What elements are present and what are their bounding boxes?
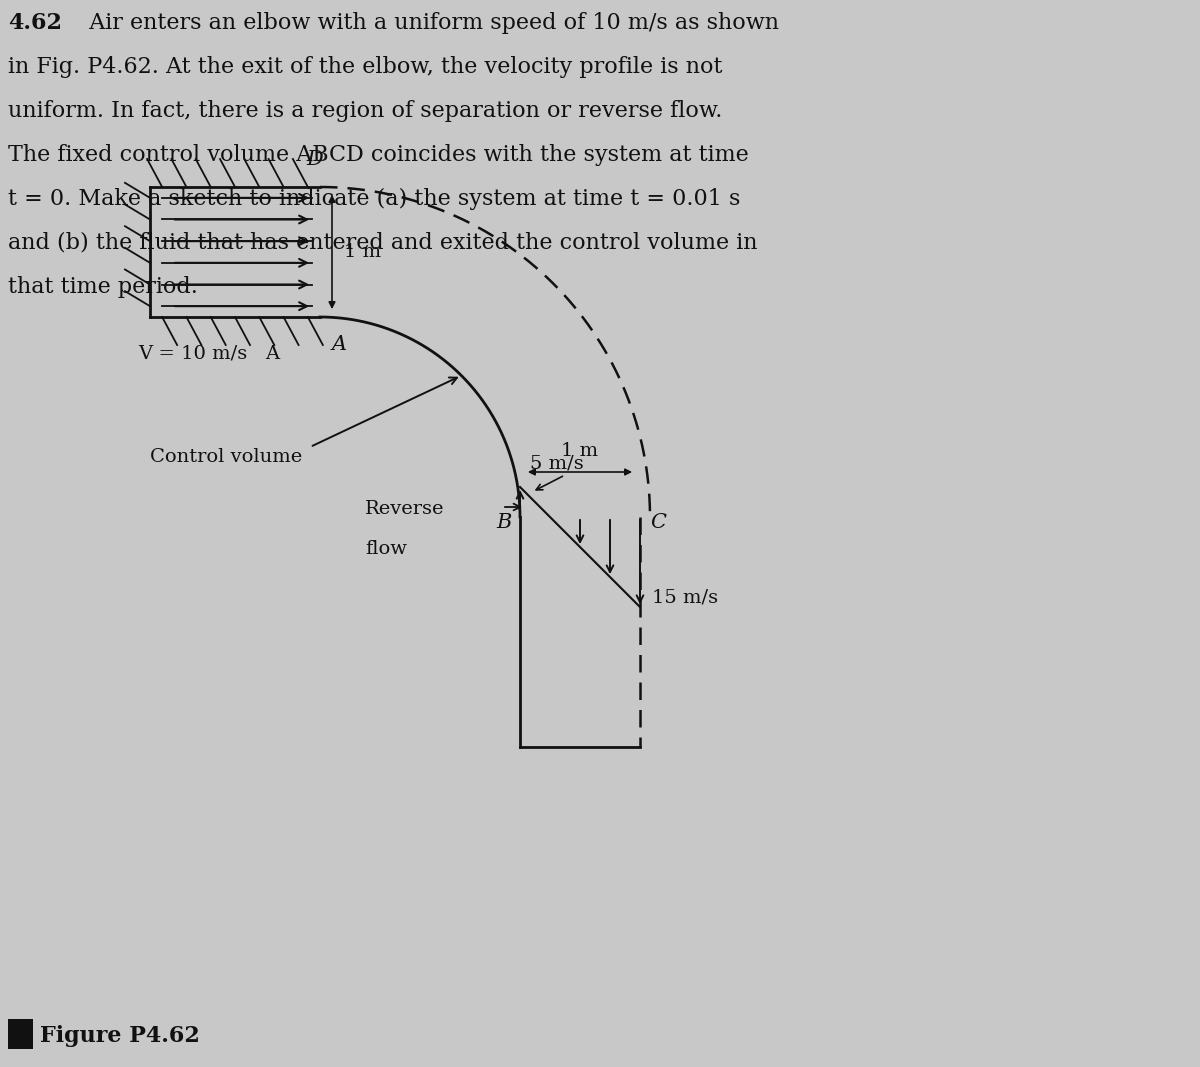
Text: 1 m: 1 m [562, 442, 599, 460]
Text: Control volume: Control volume [150, 448, 302, 466]
Text: flow: flow [365, 540, 407, 558]
Bar [8, 1019, 34, 1049]
Text: and (b) the fluid that has entered and exited the control volume in: and (b) the fluid that has entered and e… [8, 232, 757, 254]
Text: 4.62: 4.62 [8, 12, 62, 34]
Text: A: A [332, 335, 347, 354]
Text: that time period.: that time period. [8, 276, 198, 298]
Text: Figure P4.62: Figure P4.62 [40, 1025, 200, 1047]
Text: t = 0. Make a sketch to indicate (a) the system at time t = 0.01 s: t = 0. Make a sketch to indicate (a) the… [8, 188, 740, 210]
Text: V = 10 m/s   A: V = 10 m/s A [138, 345, 280, 363]
Text: Reverse: Reverse [365, 500, 444, 517]
Text: 5 m/s: 5 m/s [530, 453, 583, 472]
Text: C: C [650, 512, 666, 531]
Text: 15 m/s: 15 m/s [652, 588, 718, 606]
Text: Air enters an elbow with a uniform speed of 10 m/s as shown: Air enters an elbow with a uniform speed… [74, 12, 779, 34]
Text: uniform. In fact, there is a region of separation or reverse flow.: uniform. In fact, there is a region of s… [8, 100, 722, 122]
Text: D: D [307, 150, 323, 169]
Text: B: B [497, 512, 512, 531]
Text: in Fig. P4.62. At the exit of the elbow, the velocity profile is not: in Fig. P4.62. At the exit of the elbow,… [8, 55, 722, 78]
Text: The fixed control volume ABCD coincides with the system at time: The fixed control volume ABCD coincides … [8, 144, 749, 166]
Text: 1 m: 1 m [344, 243, 382, 261]
